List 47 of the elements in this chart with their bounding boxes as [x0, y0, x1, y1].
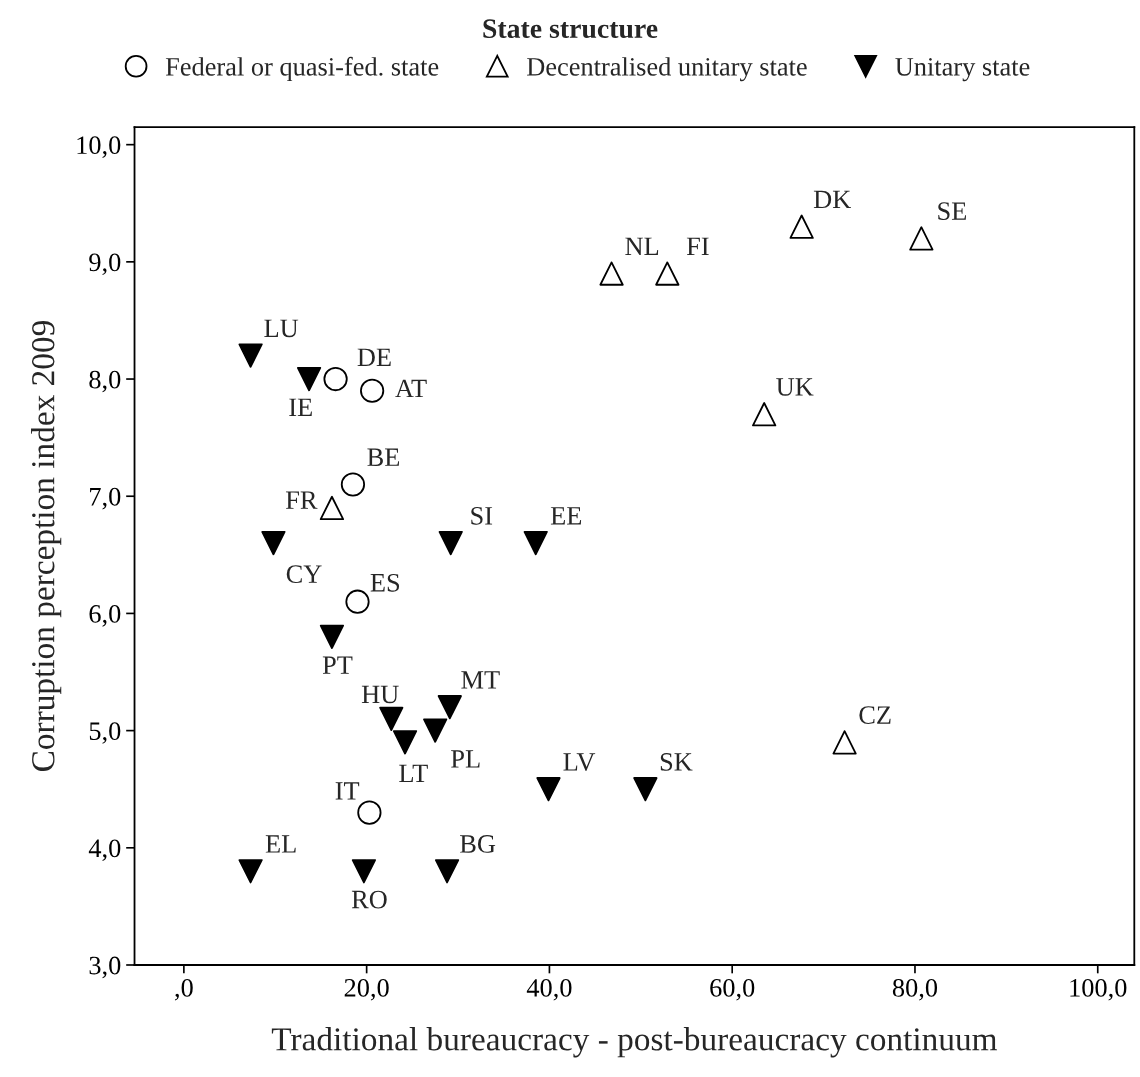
annotation: UK — [776, 378, 814, 396]
x-tick-label: 40,0 — [526, 978, 572, 1001]
annotation: EE — [550, 507, 582, 525]
y-tick-label: 7,0 — [90, 487, 121, 510]
annotation: PL — [451, 750, 480, 768]
annotation: FR — [285, 491, 318, 509]
annotation: RO — [351, 890, 387, 909]
annotation: AT — [395, 379, 427, 398]
y-tick-label: 4,0 — [88, 839, 121, 862]
legend-label: Unitary state — [895, 57, 1030, 82]
annotation: SI — [471, 506, 493, 525]
y-tick-label: 3,0 — [89, 956, 121, 979]
annotation: HU — [361, 685, 399, 704]
annotation: LT — [399, 764, 428, 783]
y-tick-label: 10,0 — [77, 136, 121, 158]
y-axis-title: Corruption perception index 2009 — [31, 321, 62, 772]
legend-label: Federal or quasi-fed. state — [165, 56, 439, 82]
y-tick-label: 9,0 — [89, 253, 121, 276]
legend-title: State structure — [483, 19, 658, 39]
annotation: LV — [563, 753, 596, 771]
y-tick-label: 5,0 — [89, 722, 121, 744]
annotation: BG — [460, 835, 496, 853]
x-tick-label: ,0 — [174, 978, 193, 1001]
annotation: CZ — [859, 706, 891, 724]
annotation: FI — [686, 237, 709, 255]
annotation: EL — [265, 835, 296, 853]
x-tick-label: 20,0 — [344, 978, 389, 1001]
annotation: NL — [625, 237, 659, 255]
annotation: DE — [357, 348, 391, 366]
annotation: LU — [264, 319, 299, 338]
annotation: DK — [813, 190, 851, 209]
annotation: PT — [322, 656, 353, 674]
annotation: MT — [461, 671, 500, 689]
x-tick-label: 100,0 — [1070, 978, 1127, 1001]
annotation: IE — [289, 398, 312, 416]
annotation: SE — [938, 202, 967, 221]
x-tick-label: 60,0 — [710, 978, 755, 1001]
annotation: BE — [367, 448, 400, 466]
legend-label: Decentralised unitary state — [527, 57, 807, 82]
x-tick-label: 80,0 — [892, 978, 938, 1001]
annotation: SK — [660, 753, 693, 771]
y-tick-label: 8,0 — [89, 370, 121, 393]
annotation: CY — [286, 565, 322, 584]
y-tick-label: 6,0 — [89, 605, 121, 627]
x-axis-title: Traditional bureaucracy - post-bureaucracy continuum — [271, 1027, 998, 1058]
annotation: ES — [370, 573, 400, 592]
annotation: IT — [335, 782, 360, 800]
